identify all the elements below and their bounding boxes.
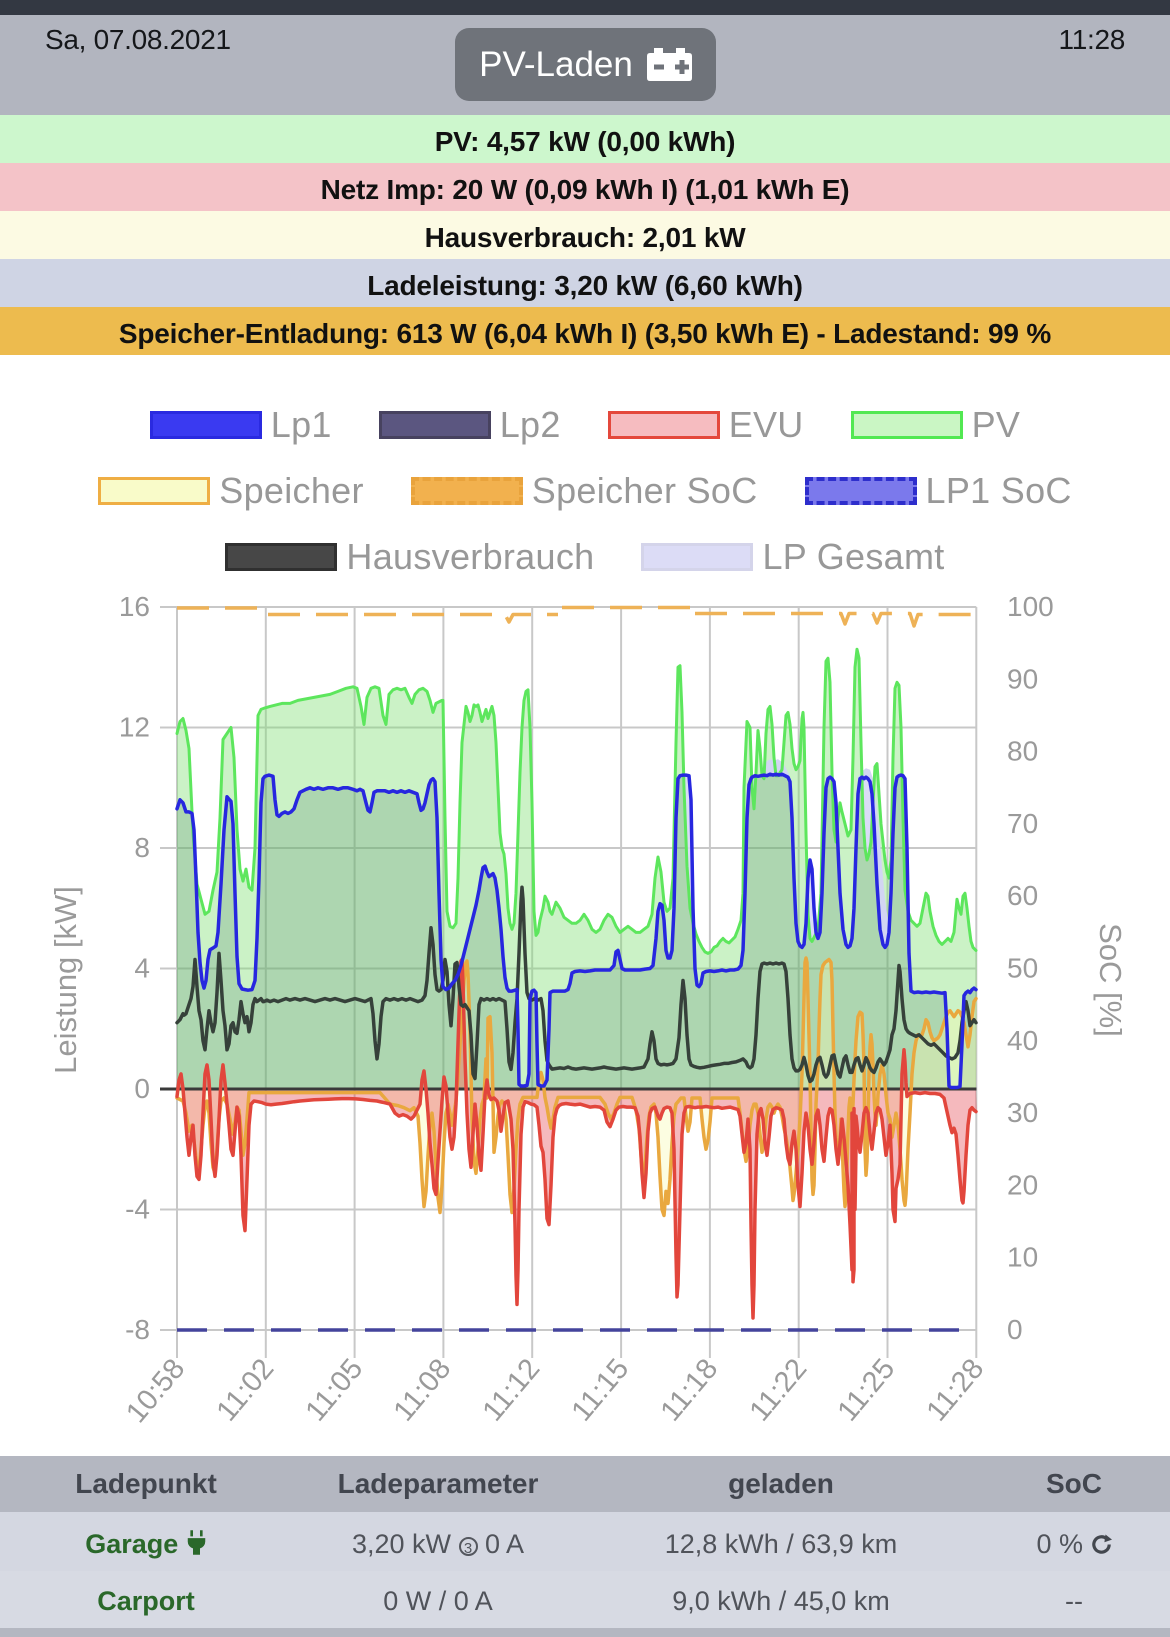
svg-text:Leistung [kW]: Leistung [kW]	[48, 886, 83, 1074]
svg-text:11:05: 11:05	[300, 1353, 370, 1428]
svg-text:11:02: 11:02	[211, 1353, 281, 1428]
svg-text:10: 10	[1007, 1242, 1038, 1273]
svg-text:20: 20	[1007, 1169, 1038, 1200]
svg-text:SoC [%]: SoC [%]	[1093, 923, 1128, 1037]
svg-text:11:25: 11:25	[832, 1353, 902, 1428]
svg-text:70: 70	[1007, 808, 1038, 839]
svg-text:90: 90	[1007, 663, 1038, 694]
svg-text:100: 100	[1007, 591, 1054, 622]
svg-text:11:08: 11:08	[388, 1353, 458, 1428]
svg-text:-4: -4	[125, 1194, 150, 1225]
svg-text:11:28: 11:28	[921, 1353, 991, 1428]
svg-text:11:18: 11:18	[655, 1353, 725, 1428]
svg-text:50: 50	[1007, 953, 1038, 984]
svg-text:8: 8	[134, 832, 150, 863]
svg-text:11:12: 11:12	[477, 1353, 547, 1428]
svg-text:4: 4	[134, 953, 150, 984]
svg-text:16: 16	[119, 591, 150, 622]
svg-text:30: 30	[1007, 1097, 1038, 1128]
svg-text:-8: -8	[125, 1314, 150, 1345]
svg-text:40: 40	[1007, 1025, 1038, 1056]
svg-text:11:15: 11:15	[566, 1353, 636, 1428]
svg-text:60: 60	[1007, 880, 1038, 911]
svg-text:0: 0	[134, 1073, 150, 1104]
svg-text:0: 0	[1007, 1314, 1023, 1345]
svg-text:10:58: 10:58	[120, 1353, 191, 1429]
svg-text:11:22: 11:22	[744, 1353, 814, 1428]
svg-text:12: 12	[119, 712, 150, 743]
svg-text:80: 80	[1007, 736, 1038, 767]
